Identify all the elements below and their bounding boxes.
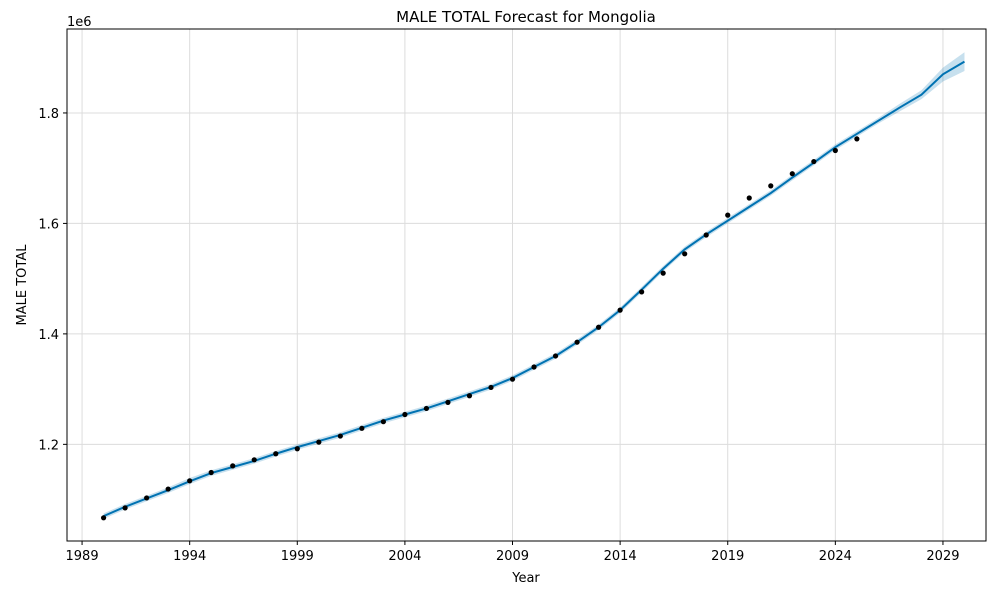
x-tick-label: 2019 — [711, 549, 744, 564]
y-axis-title: MALE TOTAL — [15, 244, 30, 326]
observed-point — [660, 270, 666, 276]
observed-point — [402, 411, 408, 418]
observed-point — [165, 486, 171, 492]
observed-point — [187, 478, 193, 484]
observed-point — [273, 451, 279, 457]
observed-point — [144, 495, 150, 501]
observed-point — [789, 171, 795, 177]
observed-point — [359, 425, 365, 431]
chart-title: MALE TOTAL Forecast for Mongolia — [396, 8, 656, 26]
observed-point — [208, 469, 214, 476]
observed-point — [423, 405, 430, 412]
observed-point — [832, 147, 838, 154]
y-tick-label: 1.8 — [38, 107, 59, 122]
observed-point — [230, 463, 236, 469]
x-tick-label: 1994 — [173, 549, 206, 564]
observed-point — [574, 339, 580, 345]
x-tick-label: 1999 — [281, 549, 314, 564]
x-tick-label: 2009 — [496, 549, 529, 564]
observed-point — [337, 433, 343, 439]
observed-point — [552, 353, 559, 359]
y-axis-ticks: 1.2 1.4 1.6 1.8 — [38, 107, 67, 453]
x-tick-label: 2004 — [388, 549, 421, 564]
observed-point — [746, 195, 752, 201]
gridlines — [67, 29, 986, 541]
x-axis-title: Year — [511, 571, 540, 586]
observed-point — [682, 251, 688, 257]
x-tick-label: 2014 — [604, 549, 637, 564]
observed-point — [725, 212, 731, 218]
plot-frame — [66, 28, 987, 542]
observed-point — [251, 457, 257, 463]
y-tick-label: 1.2 — [38, 438, 59, 453]
observed-point — [768, 183, 774, 189]
x-axis-ticks: 1989 1994 1999 2004 2009 2014 2019 2024 2029 — [66, 541, 960, 564]
observed-point — [811, 158, 817, 165]
y-tick-label: 1.6 — [38, 217, 59, 232]
observed-point — [854, 136, 860, 142]
observed-point — [617, 307, 623, 313]
x-tick-label: 1989 — [66, 549, 99, 564]
observed-point — [509, 376, 516, 382]
observed-point — [466, 393, 473, 399]
observed-point — [639, 289, 645, 295]
observed-point — [595, 324, 602, 330]
observed-point — [703, 232, 709, 238]
x-tick-label: 2024 — [819, 549, 852, 564]
observed-point — [488, 384, 494, 391]
x-tick-label: 2029 — [926, 549, 959, 564]
observed-point — [294, 446, 300, 452]
observed-point — [380, 419, 386, 425]
observed-point — [122, 505, 128, 511]
y-tick-label: 1.4 — [38, 328, 59, 343]
observed-point — [316, 439, 322, 445]
y-offset-label: 1e6 — [67, 15, 92, 30]
observed-point — [445, 399, 451, 405]
observed-point — [100, 515, 107, 521]
observed-point — [531, 364, 537, 370]
observed-points — [100, 136, 860, 521]
